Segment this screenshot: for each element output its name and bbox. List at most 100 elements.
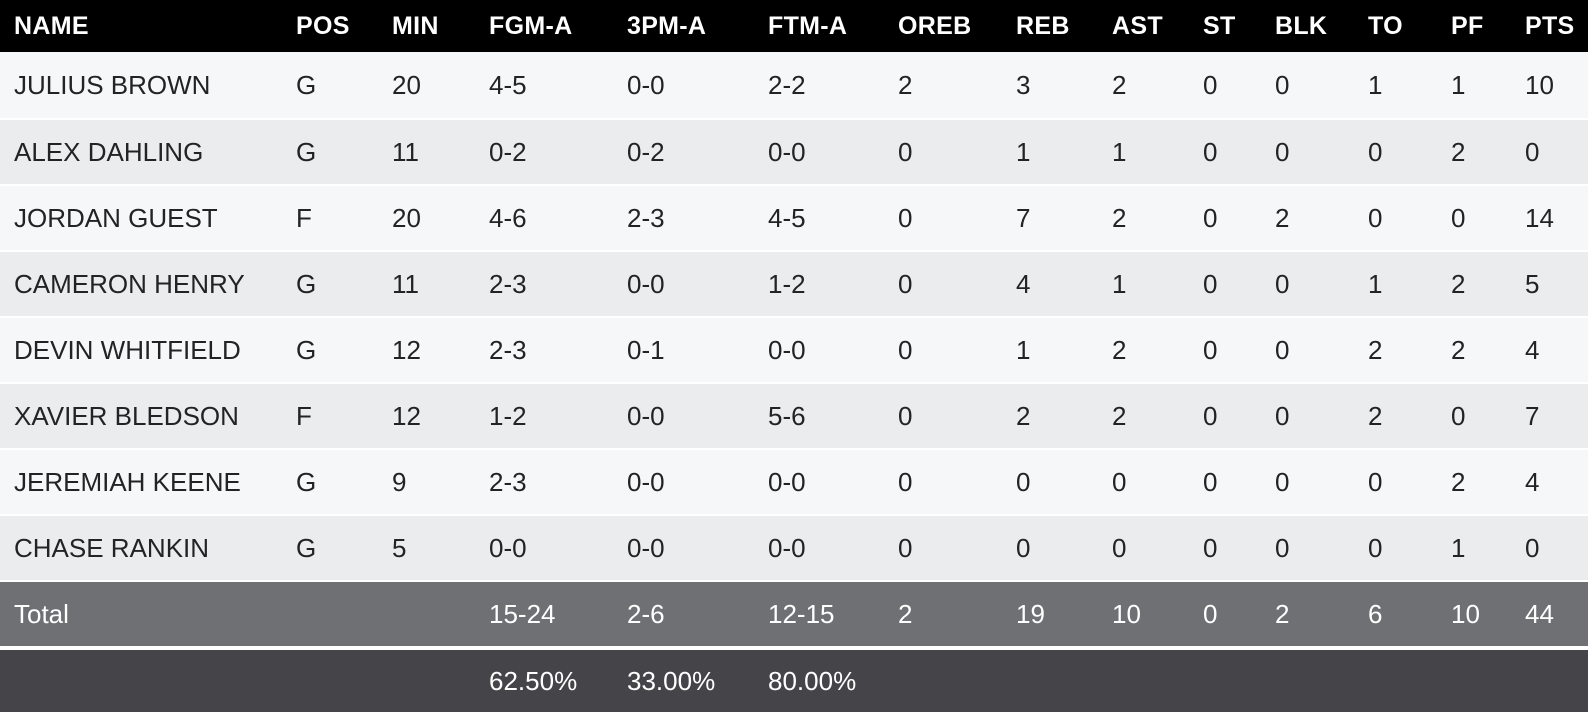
player-name-cell: JORDAN GUEST bbox=[0, 184, 296, 250]
stat-cell: 1-2 bbox=[768, 250, 898, 316]
percentage-cell: 33.00% bbox=[627, 646, 768, 712]
stat-cell: 0 bbox=[1203, 250, 1275, 316]
stat-cell: 0 bbox=[1275, 250, 1368, 316]
percentage-cell: 80.00% bbox=[768, 646, 898, 712]
stat-cell: 4 bbox=[1525, 316, 1588, 382]
stat-cell: 0 bbox=[1203, 118, 1275, 184]
column-header-pts: PTS bbox=[1525, 0, 1588, 52]
column-header-pf: PF bbox=[1451, 0, 1525, 52]
stat-cell: 0 bbox=[898, 118, 1016, 184]
stat-cell: 1 bbox=[1451, 52, 1525, 118]
total-label: Total bbox=[0, 580, 296, 646]
total-stat-cell: 10 bbox=[1451, 580, 1525, 646]
player-name-cell: JEREMIAH KEENE bbox=[0, 448, 296, 514]
column-header-to: TO bbox=[1368, 0, 1451, 52]
stat-cell: 0 bbox=[1368, 184, 1451, 250]
table-row: CHASE RANKIN G 5 0-0 0-0 0-0 0 0 0 0 0 0 1 0 bbox=[0, 514, 1588, 580]
stat-cell: 2 bbox=[1112, 316, 1203, 382]
player-name-cell: JULIUS BROWN bbox=[0, 52, 296, 118]
stat-cell: 1-2 bbox=[489, 382, 627, 448]
table-row: JORDAN GUEST F 20 4-6 2-3 4-5 0 7 2 0 2 0 0 14 bbox=[0, 184, 1588, 250]
stat-cell: 0-0 bbox=[627, 448, 768, 514]
stat-cell: 0 bbox=[1203, 448, 1275, 514]
stat-cell: 0 bbox=[898, 250, 1016, 316]
stat-cell: G bbox=[296, 118, 392, 184]
table-row: XAVIER BLEDSON F 12 1-2 0-0 5-6 0 2 2 0 0 2 0 7 bbox=[0, 382, 1588, 448]
stat-cell: 20 bbox=[392, 52, 489, 118]
stat-cell: 0 bbox=[1525, 118, 1588, 184]
total-stat-cell: 2 bbox=[1275, 580, 1368, 646]
stat-cell: 1 bbox=[1112, 250, 1203, 316]
stat-cell: 20 bbox=[392, 184, 489, 250]
stat-cell: 0-0 bbox=[627, 250, 768, 316]
stat-cell: 0 bbox=[1112, 448, 1203, 514]
stat-cell: 4-5 bbox=[489, 52, 627, 118]
stat-cell: 10 bbox=[1525, 52, 1588, 118]
stat-cell: 4-6 bbox=[489, 184, 627, 250]
stat-cell: G bbox=[296, 52, 392, 118]
stat-cell: 0 bbox=[1525, 514, 1588, 580]
total-stat-cell: 6 bbox=[1368, 580, 1451, 646]
stat-cell: 2 bbox=[1275, 184, 1368, 250]
stat-cell: 0 bbox=[898, 382, 1016, 448]
column-header-reb: REB bbox=[1016, 0, 1112, 52]
stat-cell: 1 bbox=[1016, 316, 1112, 382]
table-body: JULIUS BROWN G 20 4-5 0-0 2-2 2 3 2 0 0 1 1 10 ALEX DA… bbox=[0, 52, 1588, 712]
stat-cell: F bbox=[296, 382, 392, 448]
stat-cell: 12 bbox=[392, 316, 489, 382]
table-row: DEVIN WHITFIELD G 12 2-3 0-1 0-0 0 1 2 0 0 2 2 4 bbox=[0, 316, 1588, 382]
stat-cell: 4 bbox=[1525, 448, 1588, 514]
stat-cell: 7 bbox=[1016, 184, 1112, 250]
column-header-pos: POS bbox=[296, 0, 392, 52]
stat-cell: 0-0 bbox=[768, 514, 898, 580]
player-name-cell: CHASE RANKIN bbox=[0, 514, 296, 580]
stat-cell: 0-1 bbox=[627, 316, 768, 382]
stat-cell: 9 bbox=[392, 448, 489, 514]
percentage-cell bbox=[0, 646, 296, 712]
stat-cell: 2-3 bbox=[489, 448, 627, 514]
stat-cell: 3 bbox=[1016, 52, 1112, 118]
stat-cell: 2 bbox=[1016, 382, 1112, 448]
percentage-cell bbox=[1112, 646, 1203, 712]
table-header-row: NAME POS MIN FGM-A 3PM-A FTM-A OREB REB AST ST BLK… bbox=[0, 0, 1588, 52]
percentage-cell bbox=[296, 646, 392, 712]
percentage-cell bbox=[1016, 646, 1112, 712]
stat-cell: 1 bbox=[1368, 250, 1451, 316]
stat-cell: 0 bbox=[1451, 184, 1525, 250]
total-stat-cell: 15-24 bbox=[489, 580, 627, 646]
stat-cell: 0 bbox=[1203, 382, 1275, 448]
stat-cell: 2-3 bbox=[489, 316, 627, 382]
column-header-blk: BLK bbox=[1275, 0, 1368, 52]
stat-cell: 1 bbox=[1112, 118, 1203, 184]
stat-cell: 11 bbox=[392, 118, 489, 184]
stat-cell: 0 bbox=[1203, 316, 1275, 382]
stat-cell: 0-0 bbox=[489, 514, 627, 580]
stat-cell: 4-5 bbox=[768, 184, 898, 250]
stat-cell: G bbox=[296, 316, 392, 382]
total-row: Total 15-24 2-6 12-15 2 19 10 0 2 6 10 44 bbox=[0, 580, 1588, 646]
table-row: CAMERON HENRY G 11 2-3 0-0 1-2 0 4 1 0 0 1 2 5 bbox=[0, 250, 1588, 316]
stat-cell: 0 bbox=[1275, 448, 1368, 514]
total-stat-cell: 44 bbox=[1525, 580, 1588, 646]
total-stat-cell bbox=[296, 580, 392, 646]
stat-cell: 2-3 bbox=[489, 250, 627, 316]
percentage-cell bbox=[1451, 646, 1525, 712]
stat-cell: 0 bbox=[1275, 118, 1368, 184]
stat-cell: 0-0 bbox=[627, 514, 768, 580]
stat-cell: G bbox=[296, 448, 392, 514]
column-header-name: NAME bbox=[0, 0, 296, 52]
table-row: ALEX DAHLING G 11 0-2 0-2 0-0 0 1 1 0 0 0 2 0 bbox=[0, 118, 1588, 184]
stat-cell: 2 bbox=[1451, 118, 1525, 184]
stat-cell: 7 bbox=[1525, 382, 1588, 448]
percentage-cell bbox=[898, 646, 1016, 712]
stat-cell: 2 bbox=[898, 52, 1016, 118]
column-header-3pm-a: 3PM-A bbox=[627, 0, 768, 52]
stat-cell: 0 bbox=[898, 514, 1016, 580]
stat-cell: 1 bbox=[1016, 118, 1112, 184]
stat-cell: 11 bbox=[392, 250, 489, 316]
stat-cell: 1 bbox=[1368, 52, 1451, 118]
stat-cell: G bbox=[296, 514, 392, 580]
stat-cell: 1 bbox=[1451, 514, 1525, 580]
percentage-cell bbox=[1525, 646, 1588, 712]
